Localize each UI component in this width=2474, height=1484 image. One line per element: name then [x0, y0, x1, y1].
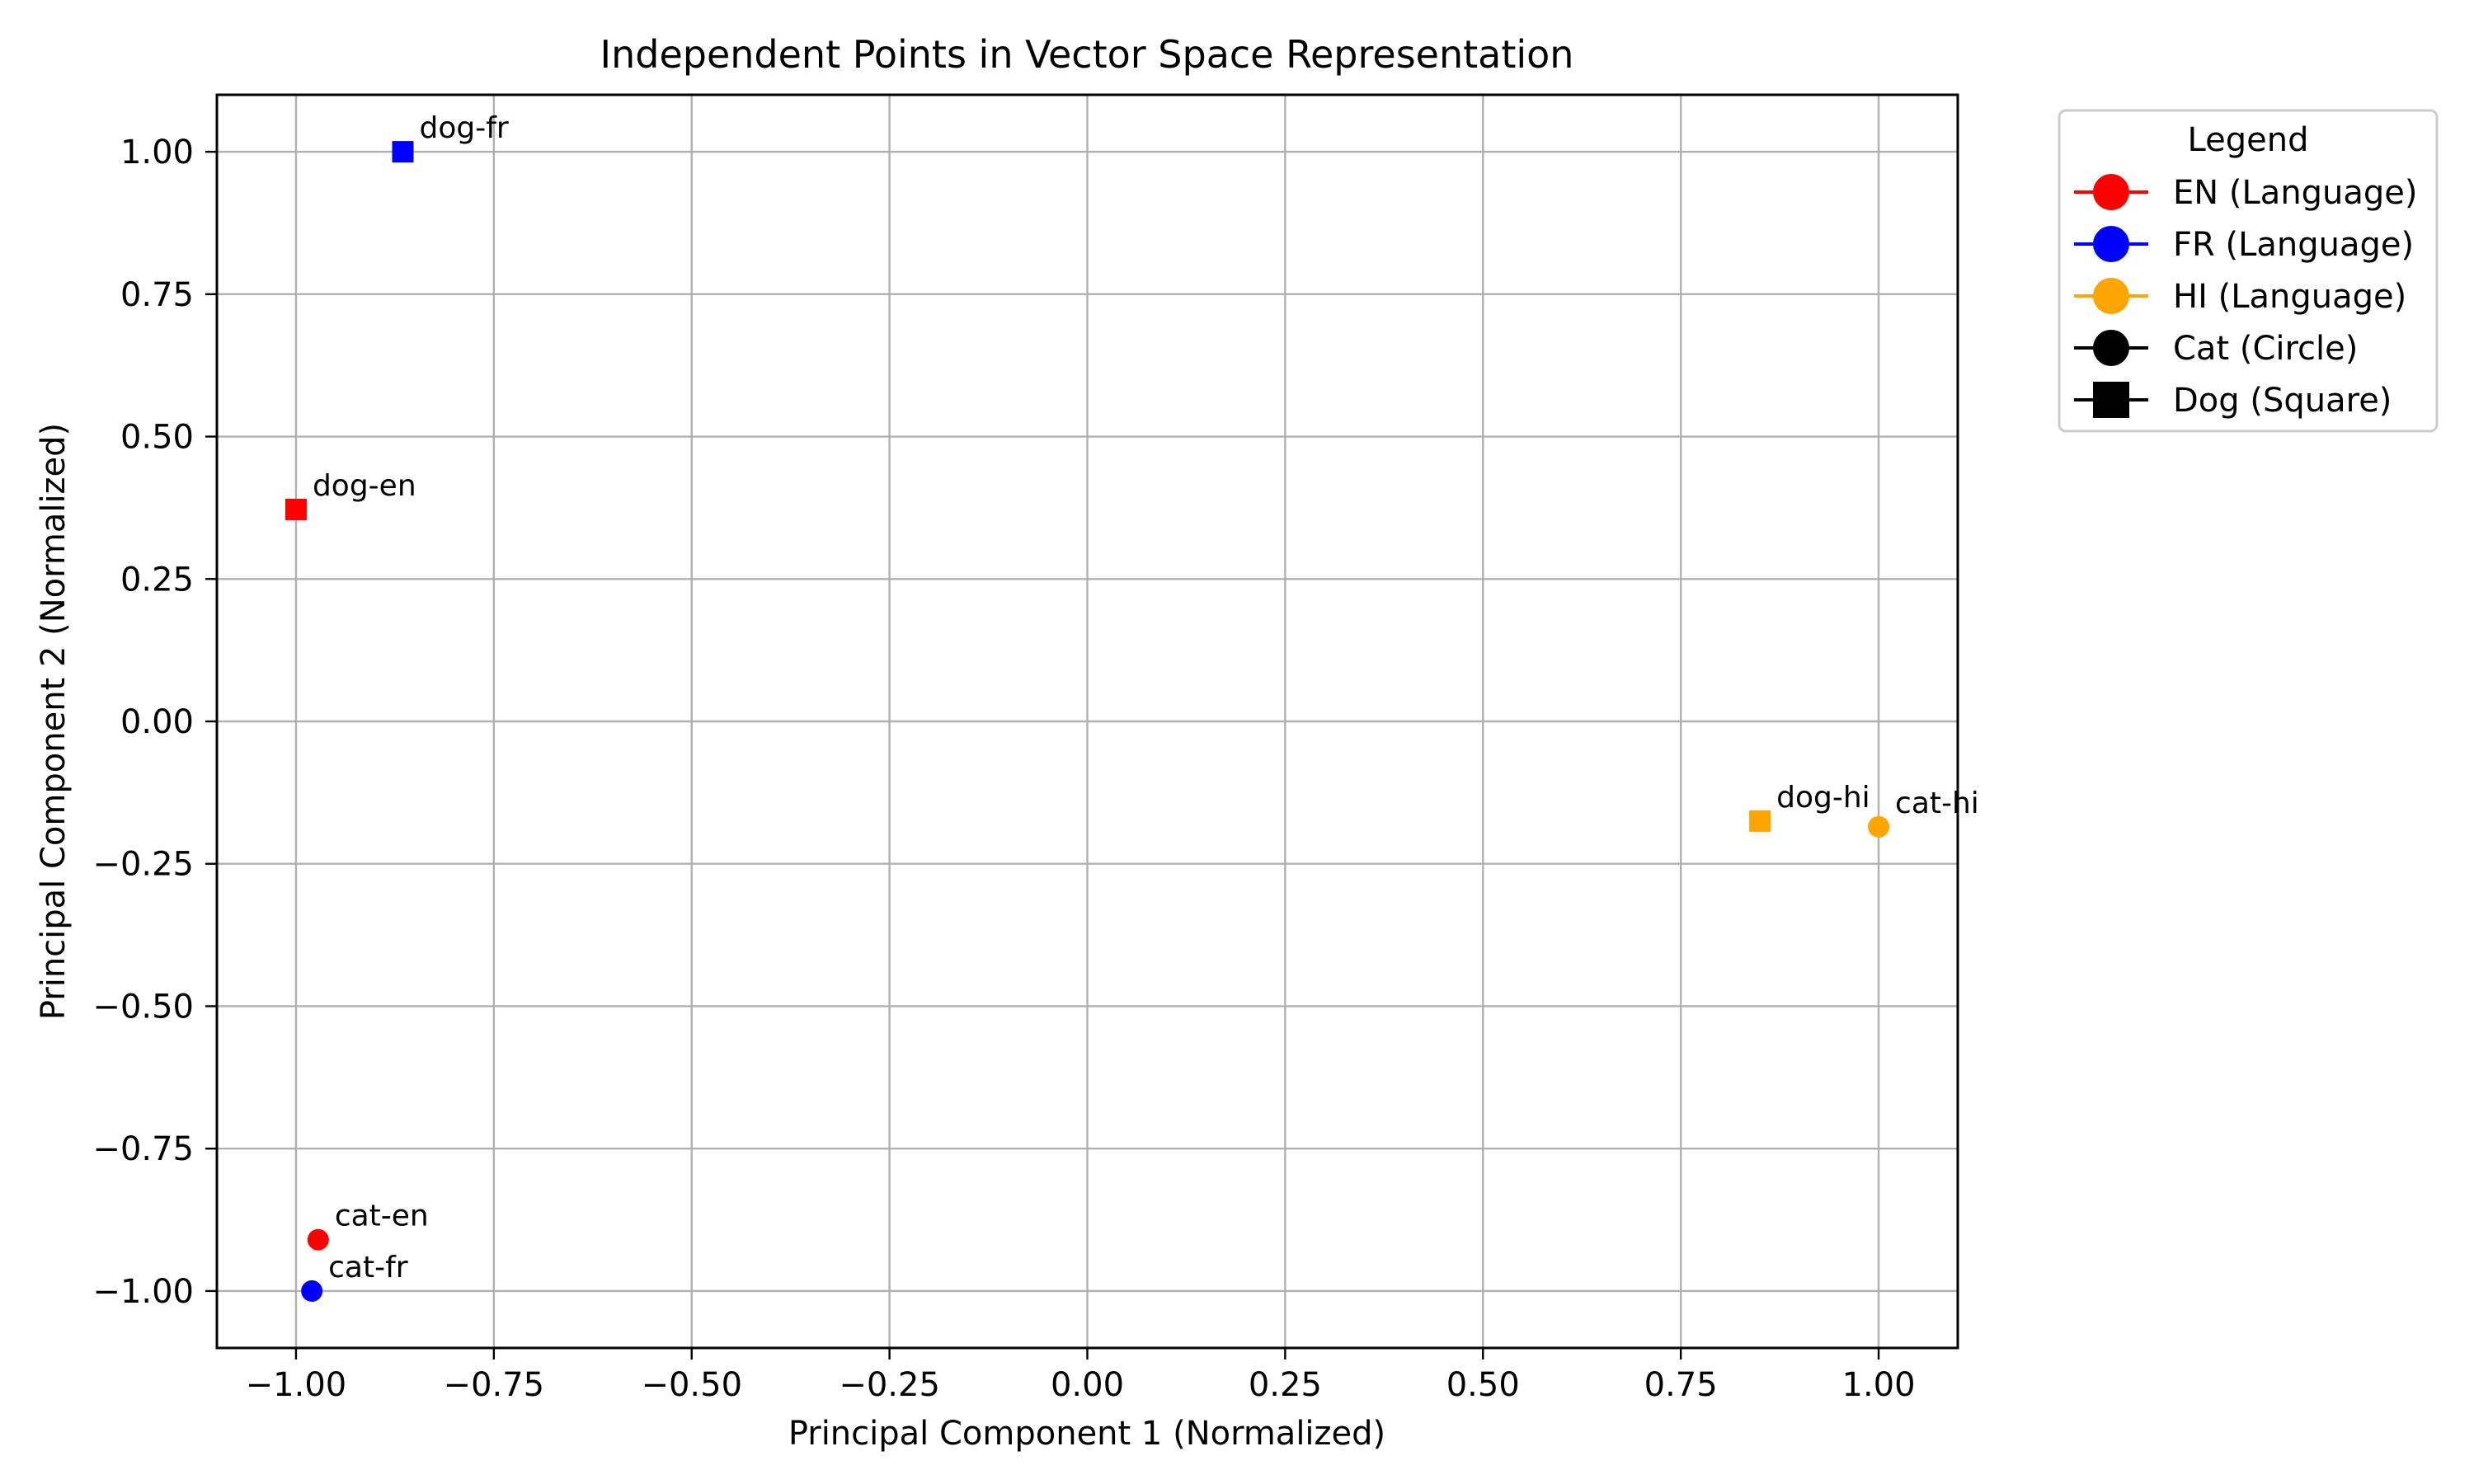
y-tick-label: −1.00 — [92, 1273, 194, 1311]
x-tick-label: −0.50 — [641, 1366, 742, 1404]
x-tick-label: −1.00 — [246, 1366, 347, 1404]
y-tick-label: 1.00 — [120, 134, 194, 171]
axis-ticks: −1.00 −0.75 −0.50 −0.25 0.00 0.25 0.50 0.75 1.00… — [92, 134, 1915, 1404]
legend-entry-label: Cat (Circle) — [2173, 330, 2358, 368]
x-tick-label: 0.00 — [1051, 1366, 1124, 1404]
x-tick-label: 0.50 — [1446, 1366, 1520, 1404]
point-marker-dog-fr — [392, 141, 414, 163]
point-marker-cat-hi — [1868, 815, 1890, 838]
grid — [217, 95, 1958, 1348]
point-marker-cat-fr — [301, 1280, 323, 1302]
point-label-cat-hi: cat-hi — [1895, 787, 1979, 820]
x-tick-label: −0.25 — [839, 1366, 940, 1404]
legend-circle-icon — [2093, 330, 2129, 366]
y-tick-label: 0.25 — [120, 561, 194, 599]
x-tick-label: 0.75 — [1644, 1366, 1718, 1404]
legend-title: Legend — [2188, 121, 2309, 159]
y-axis-label: Principal Component 2 (Normalized) — [35, 423, 73, 1020]
legend-square-icon — [2093, 382, 2129, 418]
point-label-dog-hi: dog-hi — [1776, 781, 1870, 815]
point-marker-cat-en — [307, 1228, 329, 1251]
point-label-dog-fr: dog-fr — [419, 111, 508, 145]
legend-entry-label: EN (Language) — [2173, 174, 2418, 212]
x-axis-label: Principal Component 1 (Normalized) — [788, 1415, 1385, 1453]
legend-entry-label: HI (Language) — [2173, 278, 2406, 316]
x-tick-label: 0.25 — [1249, 1366, 1322, 1404]
point-label-dog-en: dog-en — [313, 469, 416, 503]
legend-box — [2058, 109, 2439, 433]
y-tick-label: −0.75 — [92, 1130, 194, 1168]
point-marker-dog-en — [285, 498, 307, 520]
legend-entry-label: Dog (Square) — [2173, 382, 2392, 420]
point-label-cat-en: cat-en — [335, 1200, 429, 1233]
point-marker-dog-hi — [1749, 810, 1771, 832]
y-tick-label: −0.50 — [92, 988, 194, 1026]
data-points: dog-fr dog-en dog-hi cat-hi cat-en cat-fr — [285, 111, 1979, 1302]
legend-entry-label: FR (Language) — [2173, 226, 2414, 264]
x-tick-label: 1.00 — [1842, 1366, 1916, 1404]
y-tick-label: 0.00 — [120, 703, 194, 741]
y-tick-label: 0.50 — [120, 419, 194, 457]
y-tick-label: 0.75 — [120, 276, 194, 314]
x-tick-label: −0.75 — [444, 1366, 545, 1404]
point-label-cat-fr: cat-fr — [328, 1251, 408, 1284]
legend-entries: EN (Language) FR (Language) HI (Language) C… — [2074, 174, 2418, 420]
legend-circle-icon — [2093, 174, 2129, 210]
y-tick-label: −0.25 — [92, 846, 194, 884]
chart-title: Independent Points in Vector Space Repre… — [600, 32, 1574, 77]
legend: Legend EN (Language) FR (Language) HI (Lan… — [2058, 109, 2439, 433]
legend-circle-icon — [2093, 226, 2129, 262]
legend-circle-icon — [2093, 278, 2129, 314]
